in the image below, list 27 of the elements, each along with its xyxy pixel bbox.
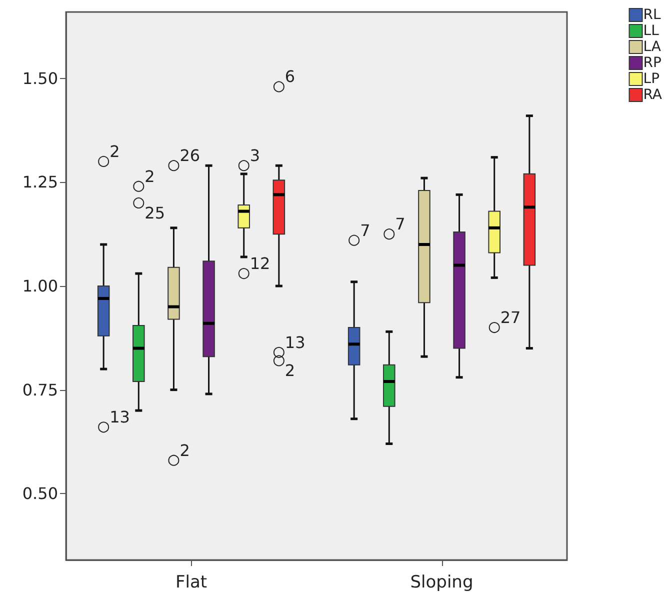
annotation: 2 bbox=[110, 142, 120, 161]
legend-label: RL bbox=[643, 7, 661, 23]
annotation: 13 bbox=[110, 408, 130, 427]
y-tick-label: 1.00 bbox=[22, 276, 58, 296]
legend-label: RA bbox=[643, 87, 662, 103]
annotation: 6 bbox=[284, 67, 296, 86]
annotation: 3 bbox=[250, 146, 260, 166]
legend-label: LP bbox=[643, 71, 660, 87]
legend-label: LA bbox=[643, 39, 662, 55]
annotation: 2 bbox=[180, 440, 190, 460]
x-tick-label: Flat bbox=[175, 572, 208, 592]
y-tick-label: 1.25 bbox=[22, 172, 58, 192]
annotation: 25 bbox=[144, 203, 166, 222]
y-tick-label: 0.50 bbox=[22, 484, 58, 504]
annotation: 12 bbox=[250, 254, 270, 274]
annotation: 2 bbox=[144, 166, 155, 186]
legend-label: RP bbox=[643, 55, 662, 71]
annotation: 27 bbox=[500, 308, 521, 328]
x-tick-label: Sloping bbox=[410, 572, 474, 592]
annotation: 13 bbox=[284, 332, 306, 352]
legend-label: LL bbox=[643, 23, 660, 39]
y-tick-label: 0.75 bbox=[22, 380, 58, 400]
annotation: 2 bbox=[284, 361, 296, 380]
y-tick-label: 1.50 bbox=[22, 68, 58, 88]
annotation: 26 bbox=[180, 146, 200, 166]
annotation: 7 bbox=[395, 214, 406, 234]
annotation: 7 bbox=[360, 220, 370, 240]
